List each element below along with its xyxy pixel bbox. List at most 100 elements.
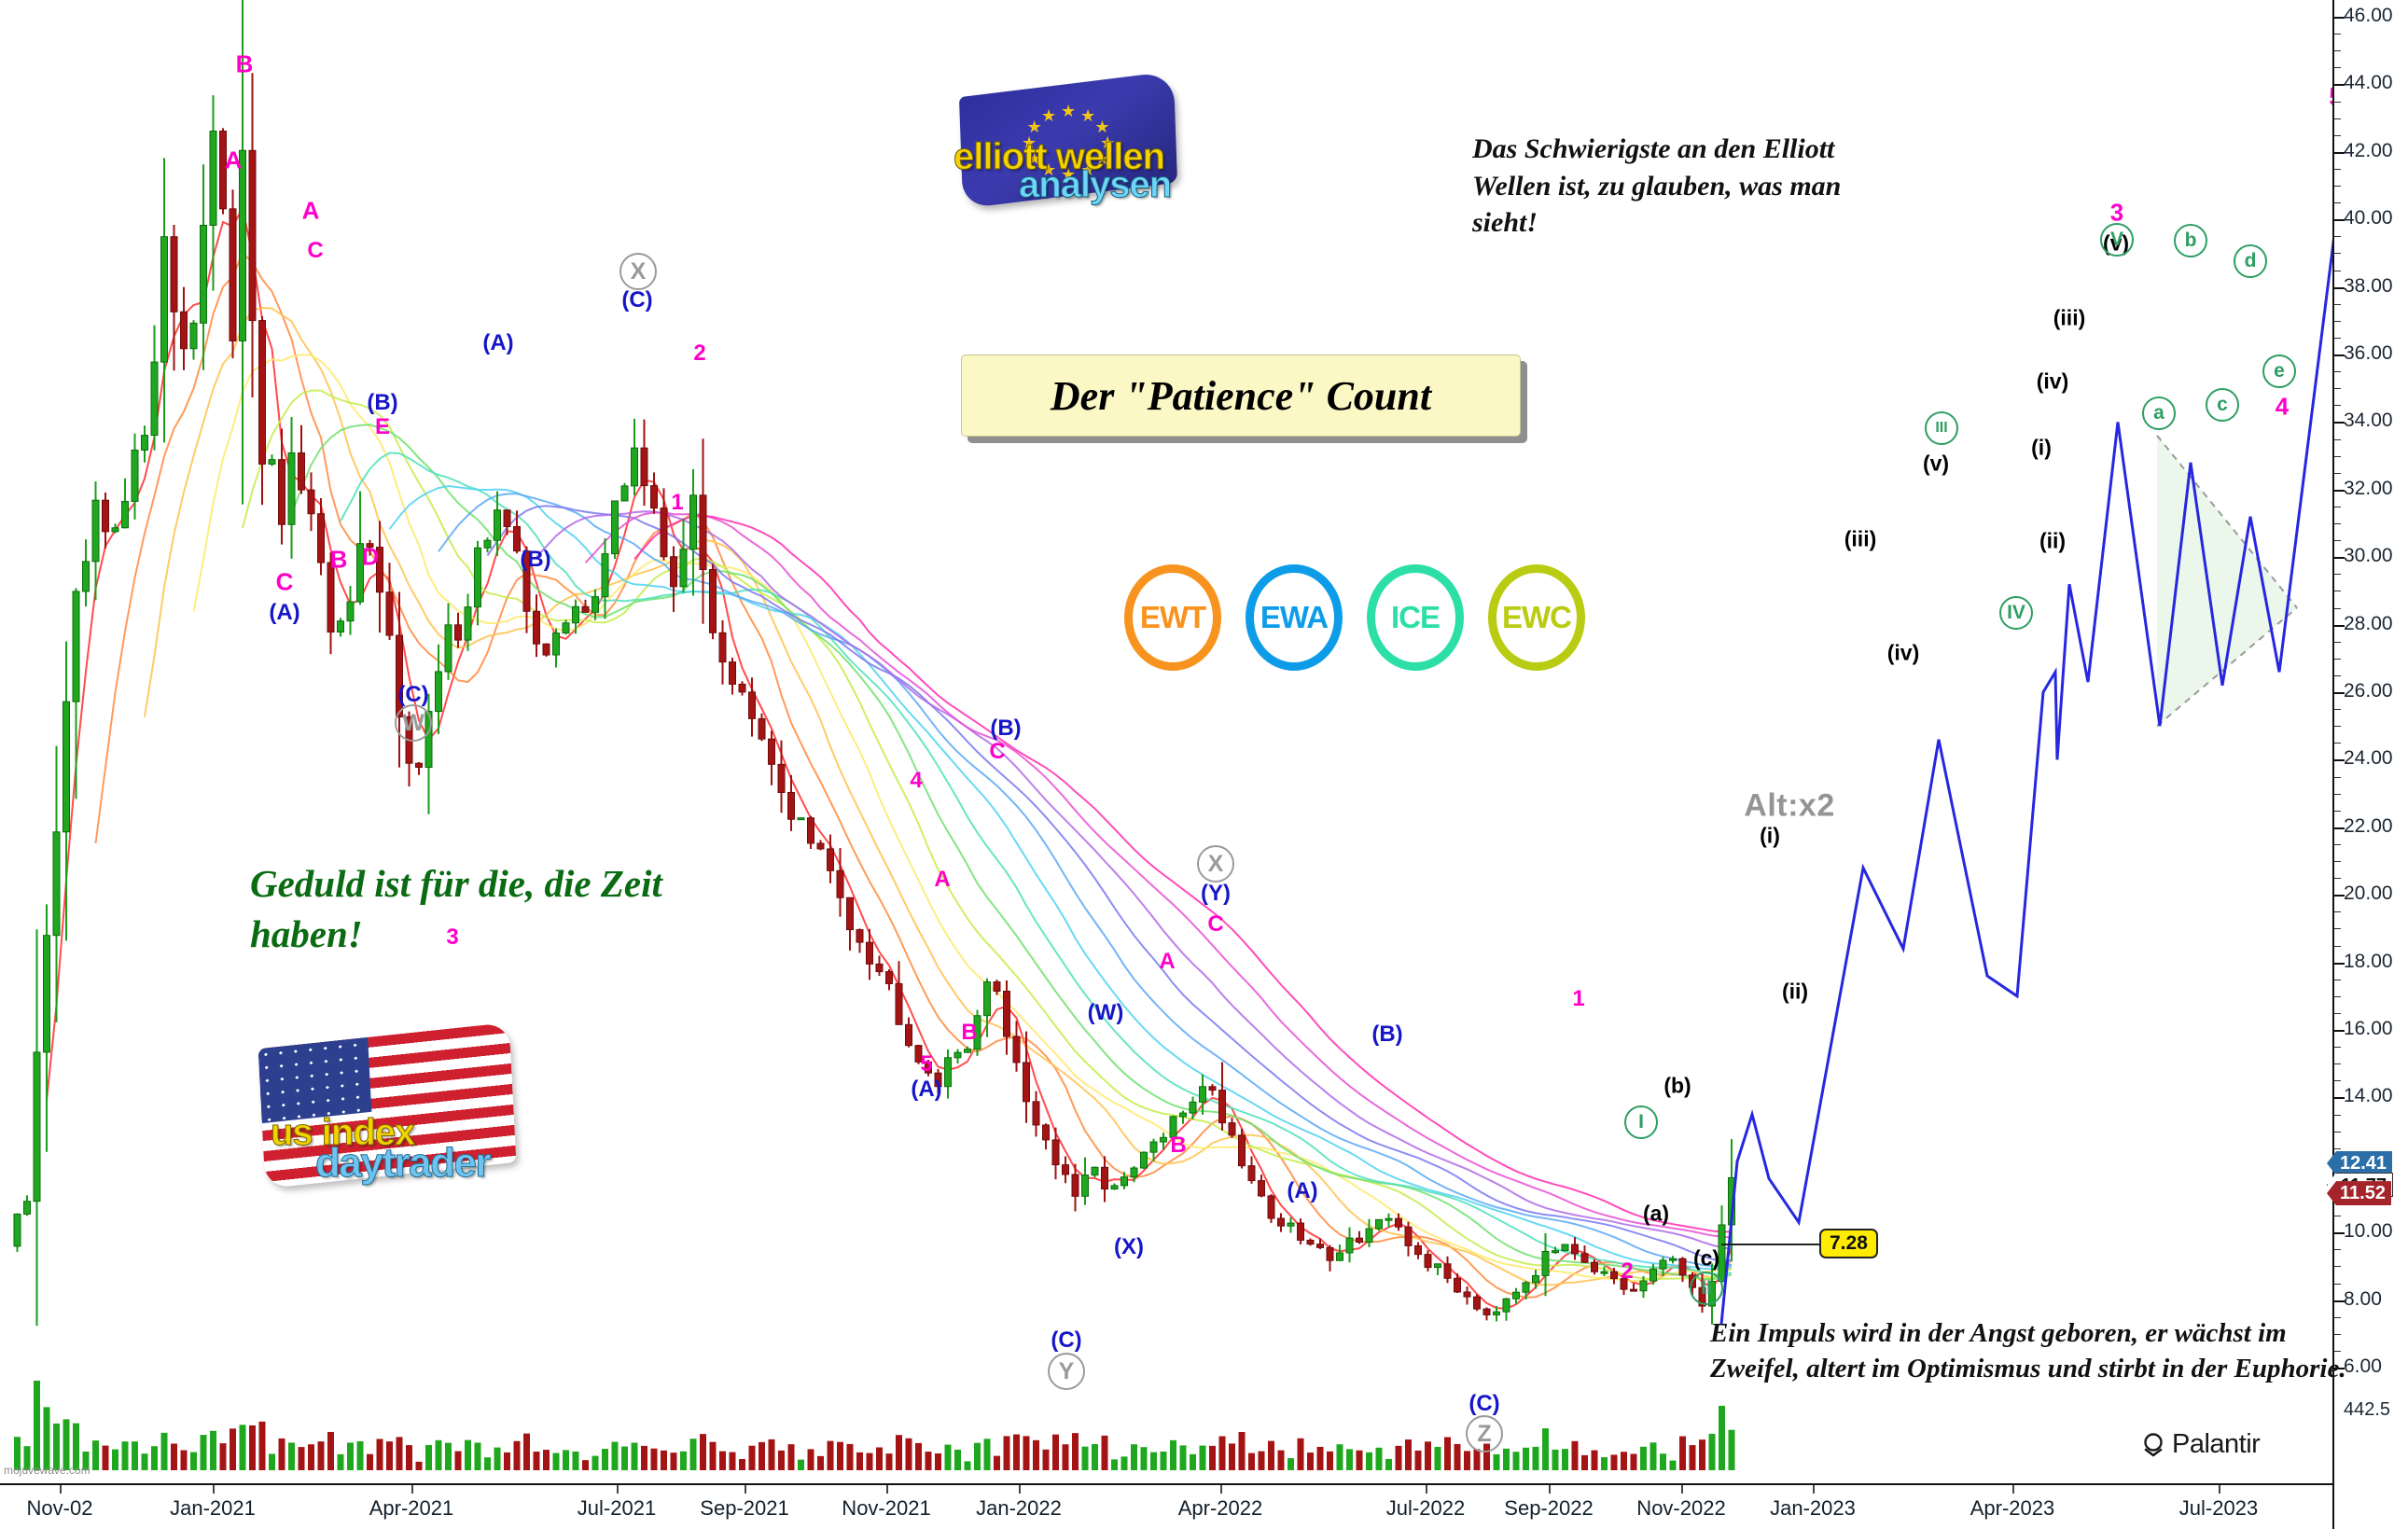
wave-label: B bbox=[961, 1020, 978, 1045]
candle-body bbox=[1140, 1151, 1148, 1169]
candle-body bbox=[180, 311, 188, 350]
candle-body bbox=[1473, 1296, 1481, 1310]
brand-badge-ewt[interactable]: EWT bbox=[1124, 564, 1221, 671]
candle-body bbox=[1110, 1185, 1119, 1190]
circled-wave-label: I bbox=[1624, 1105, 1658, 1139]
candle-body bbox=[43, 935, 50, 1053]
wave-label: E bbox=[374, 414, 391, 439]
elliott-wellen-analysen-logo[interactable]: ★ ★ ★ ★ ★ ★ ★ ★ ★ ★ ★ ★ elliott wellen analysen bbox=[953, 71, 1317, 227]
candle-body bbox=[679, 549, 688, 588]
price-marker-red[interactable]: 11.52 bbox=[2327, 1181, 2391, 1206]
date-tick-mark bbox=[1681, 1485, 1683, 1494]
volume-bar bbox=[1512, 1452, 1520, 1470]
price-marker-blue[interactable]: 12.41 bbox=[2327, 1150, 2393, 1175]
volume-bar bbox=[915, 1442, 922, 1470]
volume-bar bbox=[34, 1381, 40, 1470]
price-tick-mark bbox=[2334, 557, 2345, 560]
wave-label: 4 bbox=[910, 768, 923, 793]
price-minor-tick bbox=[2334, 1063, 2341, 1065]
price-axis[interactable]: 46.00 44.00 42.00 40.00 38.00 36.00 34.00 32.00… bbox=[2327, 0, 2408, 1529]
volume-bar bbox=[602, 1449, 608, 1470]
volume-bar bbox=[563, 1450, 569, 1470]
volume-bar bbox=[160, 1432, 168, 1470]
wave-label: (B) bbox=[520, 547, 551, 572]
us-index-daytrader-logo[interactable]: us index daytrader bbox=[258, 1022, 653, 1213]
price-tick-mark bbox=[2334, 895, 2345, 897]
candle-body bbox=[1208, 1086, 1217, 1091]
wave-label: (a) bbox=[1642, 1201, 1670, 1226]
price-minor-tick bbox=[2334, 455, 2341, 457]
price-callout-badge[interactable]: 7.28 bbox=[1819, 1229, 1878, 1258]
price-minor-tick bbox=[2334, 320, 2341, 322]
palantir-icon bbox=[2144, 1432, 2163, 1456]
volume-bar bbox=[308, 1444, 314, 1470]
candle-body bbox=[268, 459, 276, 465]
volume-bar bbox=[141, 1453, 148, 1470]
volume-bar bbox=[1375, 1447, 1383, 1470]
candle-body bbox=[640, 447, 648, 487]
moving-average-line bbox=[584, 511, 1733, 1239]
candle-body bbox=[356, 543, 364, 603]
price-minor-tick bbox=[2334, 540, 2341, 542]
volume-bar bbox=[356, 1440, 364, 1470]
volume-bar bbox=[572, 1451, 579, 1470]
candle-body bbox=[670, 556, 677, 588]
candle-body bbox=[620, 485, 629, 502]
volume-bar bbox=[14, 1437, 21, 1470]
volume-bar bbox=[386, 1441, 393, 1470]
price-minor-tick bbox=[2334, 743, 2341, 744]
price-minor-tick bbox=[2334, 776, 2341, 778]
price-minor-tick bbox=[2334, 438, 2341, 440]
brand-badge-ewc[interactable]: EWC bbox=[1488, 564, 1585, 671]
wave-label: (B) bbox=[367, 390, 398, 415]
price-minor-tick bbox=[2334, 709, 2341, 711]
eu-star-icon: ★ bbox=[1041, 160, 1057, 180]
price-tick-mark bbox=[2334, 219, 2345, 222]
candle-body bbox=[1218, 1090, 1226, 1124]
volume-bar bbox=[1532, 1446, 1539, 1470]
wave-label: 2 bbox=[1621, 1258, 1634, 1284]
volume-bar bbox=[827, 1440, 834, 1470]
date-tick-mark bbox=[1426, 1485, 1427, 1494]
volume-bar bbox=[367, 1453, 373, 1470]
candle-body bbox=[1600, 1271, 1608, 1274]
wave-label: 5 bbox=[920, 1051, 933, 1077]
brand-badge-ewa[interactable]: EWA bbox=[1246, 564, 1343, 671]
price-minor-tick bbox=[2334, 202, 2341, 204]
circled-wave-label: III bbox=[1925, 411, 1958, 445]
price-minor-tick bbox=[2334, 928, 2341, 930]
candle-body bbox=[748, 691, 756, 719]
volume-bar bbox=[807, 1449, 814, 1470]
date-tick-label: Apr-2021 bbox=[369, 1496, 454, 1520]
volume-bar bbox=[82, 1451, 90, 1470]
candle-body bbox=[1552, 1250, 1559, 1254]
price-tick-label: 32.00 bbox=[2344, 477, 2393, 499]
volume-bar bbox=[876, 1447, 883, 1470]
volume-bar bbox=[406, 1445, 412, 1470]
candle-body bbox=[376, 547, 383, 593]
volume-bar bbox=[1434, 1446, 1441, 1470]
price-minor-tick bbox=[2334, 810, 2341, 812]
volume-bar bbox=[1199, 1445, 1206, 1470]
top-quote: Das Schwierigste an den Elliott Wellen i… bbox=[1472, 133, 1842, 239]
date-tick-mark bbox=[1019, 1485, 1021, 1494]
volume-bar bbox=[1101, 1435, 1108, 1470]
candle-body bbox=[1042, 1124, 1050, 1141]
circled-wave-label: V bbox=[2100, 223, 2134, 257]
candle-body bbox=[160, 236, 168, 363]
price-tick-mark bbox=[2334, 422, 2345, 424]
candle-body bbox=[522, 550, 531, 612]
date-axis[interactable]: Nov-02 Jan-2021 Apr-2021 Jul-2021 Sep-2021 No… bbox=[0, 1483, 2332, 1529]
price-chart-plot[interactable]: B A A C (B) E C B D (A) (C) (A) (B) (C) 1 2 3 4 5 A B C (B) (A)… bbox=[0, 0, 2344, 1474]
volume-bar bbox=[200, 1435, 207, 1470]
brand-badge-ice[interactable]: ICE bbox=[1367, 564, 1464, 671]
candle-body bbox=[1659, 1259, 1667, 1270]
wave-label: C bbox=[275, 567, 294, 596]
volume-bar bbox=[1170, 1439, 1176, 1470]
volume-bar bbox=[465, 1439, 471, 1470]
price-minor-tick bbox=[2334, 1012, 2341, 1014]
candle-body bbox=[1306, 1239, 1315, 1245]
volume-bar bbox=[415, 1461, 423, 1470]
candle-body bbox=[1375, 1218, 1383, 1230]
volume-bar bbox=[719, 1451, 726, 1470]
